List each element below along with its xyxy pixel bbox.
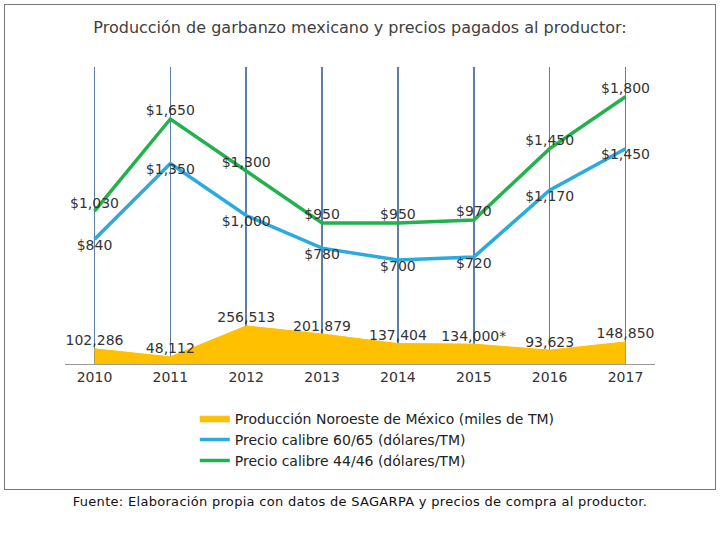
svg-text:137,404: 137,404 — [369, 327, 427, 343]
svg-text:2011: 2011 — [153, 369, 189, 385]
svg-text:Precio calibre 60/65 (dólares/: Precio calibre 60/65 (dólares/TM) — [235, 432, 466, 448]
svg-text:134,000*: 134,000* — [441, 328, 506, 344]
svg-text:$1,170: $1,170 — [525, 188, 574, 204]
svg-text:$970: $970 — [456, 203, 492, 219]
svg-text:Producción Noroeste de México: Producción Noroeste de México (miles de … — [235, 411, 554, 427]
svg-text:256,513: 256,513 — [217, 309, 275, 325]
svg-text:2014: 2014 — [380, 369, 416, 385]
svg-text:2017: 2017 — [608, 369, 644, 385]
svg-text:$1,030: $1,030 — [70, 195, 119, 211]
svg-text:Precio calibre 44/46 (dólares/: Precio calibre 44/46 (dólares/TM) — [235, 453, 466, 469]
svg-text:$700: $700 — [380, 258, 416, 274]
svg-text:$1,350: $1,350 — [146, 161, 195, 177]
svg-text:2015: 2015 — [456, 369, 492, 385]
svg-text:148,850: 148,850 — [597, 325, 655, 341]
svg-text:102,286: 102,286 — [66, 332, 124, 348]
svg-text:$1,650: $1,650 — [146, 102, 195, 118]
svg-text:$840: $840 — [77, 237, 113, 253]
svg-text:$950: $950 — [304, 206, 340, 222]
svg-text:$1,450: $1,450 — [601, 146, 650, 162]
svg-text:48,112: 48,112 — [146, 340, 195, 356]
svg-text:$1,000: $1,000 — [222, 213, 271, 229]
svg-text:$1,300: $1,300 — [222, 154, 271, 170]
svg-text:2010: 2010 — [77, 369, 113, 385]
svg-text:$1,800: $1,800 — [601, 80, 650, 96]
svg-text:2016: 2016 — [532, 369, 568, 385]
svg-text:$780: $780 — [304, 246, 340, 262]
html-text:Fuente: Elaboración propia con: Fuente: Elaboración propia con datos de … — [72, 494, 648, 509]
svg-text:Producción de garbanzo mexican: Producción de garbanzo mexicano y precio… — [93, 18, 626, 37]
svg-text:93,623: 93,623 — [525, 334, 574, 350]
svg-text:$1,450: $1,450 — [525, 132, 574, 148]
svg-text:2013: 2013 — [304, 369, 340, 385]
svg-text:$950: $950 — [380, 206, 416, 222]
svg-text:$720: $720 — [456, 255, 492, 271]
svg-text:201,879: 201,879 — [293, 318, 351, 334]
svg-text:2012: 2012 — [228, 369, 264, 385]
